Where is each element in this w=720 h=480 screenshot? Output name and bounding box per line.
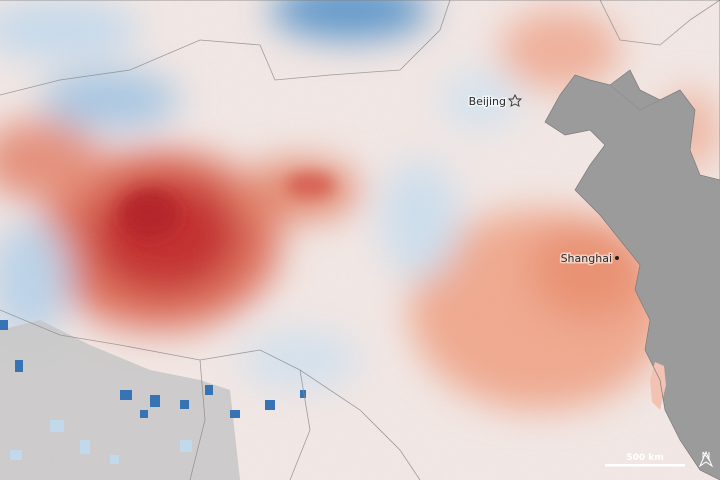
city-label: Beijing [469,95,506,108]
city-label-halo: Shanghai [561,252,612,265]
scale-label: 500 km [626,453,663,463]
scale-bar [605,464,685,467]
island [650,362,666,410]
city-label-halo: Beijing [469,95,506,108]
city-label: Shanghai [561,252,612,265]
capital-star [507,93,523,107]
north-arrow [698,450,714,468]
city-dot [615,256,619,260]
